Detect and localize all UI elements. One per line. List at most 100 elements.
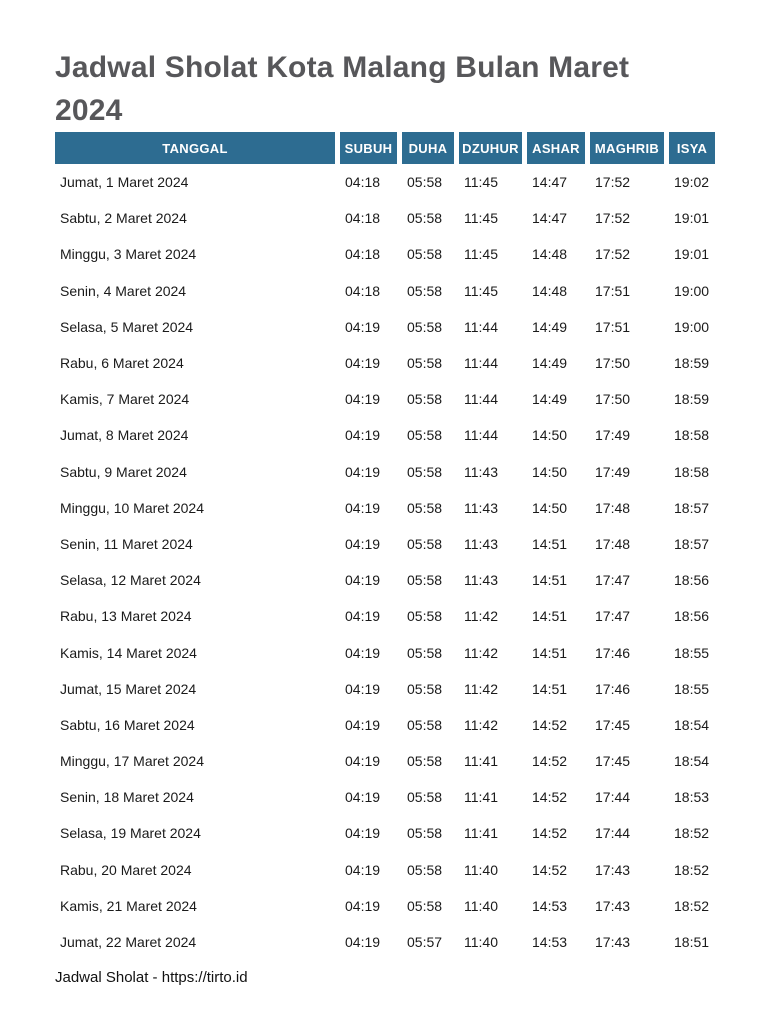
time-cell: 11:45 — [464, 246, 498, 263]
time-cell: 11:42 — [464, 608, 498, 625]
time-cell: 11:42 — [464, 680, 498, 697]
time-cell: 14:52 — [532, 789, 568, 806]
time-cell: 05:58 — [407, 535, 443, 552]
time-cell: 05:58 — [407, 210, 443, 227]
time-cell: 17:51 — [595, 282, 631, 299]
date-cell: Selasa, 5 Maret 2024 — [60, 318, 194, 335]
time-cell: 14:47 — [532, 174, 568, 191]
table-row: Sabtu, 9 Maret 2024 04:19 05:58 11:43 14:50 1… — [55, 454, 715, 490]
time-cell: 14:49 — [532, 318, 568, 335]
time-cell: 11:40 — [464, 934, 498, 951]
time-cell: 11:44 — [464, 318, 498, 335]
date-cell: Minggu, 10 Maret 2024 — [60, 499, 204, 516]
time-cell: 11:43 — [464, 499, 498, 516]
table-row: Selasa, 5 Maret 2024 04:19 05:58 11:44 14:49… — [55, 309, 715, 345]
date-cell: Jumat, 8 Maret 2024 — [60, 427, 189, 444]
time-cell: 05:58 — [407, 897, 443, 914]
time-cell: 18:52 — [674, 861, 710, 878]
table-row: Senin, 4 Maret 2024 04:18 05:58 11:45 14:48 1… — [55, 273, 715, 309]
time-cell: 18:58 — [674, 427, 710, 444]
date-cell: Selasa, 19 Maret 2024 — [60, 825, 201, 842]
time-cell: 18:55 — [674, 680, 710, 697]
time-cell: 04:19 — [345, 680, 381, 697]
time-cell: 17:45 — [595, 716, 631, 733]
time-cell: 17:47 — [595, 608, 631, 625]
date-cell: Sabtu, 16 Maret 2024 — [60, 716, 195, 733]
time-cell: 05:58 — [407, 246, 443, 263]
page-title: Jadwal Sholat Kota Malang Bulan Maret 20… — [55, 46, 715, 132]
time-cell: 19:00 — [674, 282, 710, 299]
time-cell: 05:58 — [407, 753, 443, 770]
table-row: Kamis, 21 Maret 2024 04:19 05:58 11:40 14:53… — [55, 888, 715, 924]
table-row: Jumat, 22 Maret 2024 04:19 05:57 11:40 14:53… — [55, 924, 715, 960]
page-title-line-1: Jadwal Sholat Kota Malang Bulan Maret — [55, 51, 630, 84]
date-cell: Minggu, 17 Maret 2024 — [60, 753, 204, 770]
date-cell: Kamis, 7 Maret 2024 — [60, 391, 190, 408]
time-cell: 14:52 — [532, 861, 568, 878]
time-cell: 05:58 — [407, 644, 443, 661]
time-cell: 19:01 — [674, 210, 710, 227]
time-cell: 17:50 — [595, 355, 631, 372]
time-cell: 17:52 — [595, 174, 631, 191]
time-cell: 05:58 — [407, 355, 443, 372]
time-cell: 04:19 — [345, 318, 381, 335]
time-cell: 04:19 — [345, 427, 381, 444]
time-cell: 04:19 — [345, 355, 381, 372]
table-row: Selasa, 19 Maret 2024 04:19 05:58 11:41 14:5… — [55, 815, 715, 851]
table-row: Senin, 18 Maret 2024 04:19 05:58 11:41 14:52… — [55, 779, 715, 815]
time-cell: 05:57 — [407, 934, 443, 951]
column-header-isya: ISYA — [669, 132, 715, 164]
time-cell: 05:58 — [407, 861, 443, 878]
time-cell: 14:51 — [532, 535, 568, 552]
time-cell: 11:42 — [464, 716, 498, 733]
date-cell: Sabtu, 2 Maret 2024 — [60, 210, 187, 227]
time-cell: 17:49 — [595, 463, 631, 480]
time-cell: 17:44 — [595, 825, 631, 842]
time-cell: 14:51 — [532, 608, 568, 625]
time-cell: 18:59 — [674, 355, 710, 372]
time-cell: 04:19 — [345, 644, 381, 661]
table-body: Jumat, 1 Maret 2024 04:18 05:58 11:45 14:47 1… — [55, 164, 715, 960]
time-cell: 11:43 — [464, 463, 498, 480]
time-cell: 14:53 — [532, 934, 568, 951]
time-cell: 05:58 — [407, 391, 443, 408]
time-cell: 04:19 — [345, 499, 381, 516]
time-cell: 11:45 — [464, 210, 498, 227]
time-cell: 11:45 — [464, 174, 498, 191]
time-cell: 14:52 — [532, 716, 568, 733]
table-header-row: TANGGAL SUBUH DUHA DZUHUR ASHAR MAGHRIB ISYA — [55, 132, 715, 164]
time-cell: 18:56 — [674, 572, 710, 589]
time-cell: 05:58 — [407, 716, 443, 733]
time-cell: 04:19 — [345, 753, 381, 770]
time-cell: 17:46 — [595, 644, 631, 661]
time-cell: 18:53 — [674, 789, 710, 806]
time-cell: 17:44 — [595, 789, 631, 806]
table-row: Jumat, 1 Maret 2024 04:18 05:58 11:45 14:47 1… — [55, 164, 715, 200]
table-row: Jumat, 8 Maret 2024 04:19 05:58 11:44 14:50 1… — [55, 417, 715, 453]
date-cell: Jumat, 15 Maret 2024 — [60, 680, 197, 697]
time-cell: 11:41 — [464, 789, 498, 806]
time-cell: 14:50 — [532, 463, 568, 480]
date-cell: Rabu, 13 Maret 2024 — [60, 608, 192, 625]
time-cell: 17:43 — [595, 897, 631, 914]
column-header-dzuhur: DZUHUR — [459, 132, 522, 164]
time-cell: 05:58 — [407, 427, 443, 444]
time-cell: 14:52 — [532, 753, 568, 770]
time-cell: 04:19 — [345, 861, 381, 878]
time-cell: 05:58 — [407, 789, 443, 806]
time-cell: 04:19 — [345, 934, 381, 951]
time-cell: 04:18 — [345, 174, 381, 191]
table-row: Minggu, 10 Maret 2024 04:19 05:58 11:43 14:5… — [55, 490, 715, 526]
date-cell: Jumat, 22 Maret 2024 — [60, 934, 197, 951]
date-cell: Senin, 18 Maret 2024 — [60, 789, 194, 806]
time-cell: 05:58 — [407, 174, 443, 191]
table-row: Selasa, 12 Maret 2024 04:19 05:58 11:43 14:5… — [55, 562, 715, 598]
time-cell: 17:48 — [595, 535, 631, 552]
date-cell: Kamis, 21 Maret 2024 — [60, 897, 197, 914]
time-cell: 18:58 — [674, 463, 710, 480]
time-cell: 17:51 — [595, 318, 631, 335]
table-row: Kamis, 14 Maret 2024 04:19 05:58 11:42 14:51… — [55, 634, 715, 670]
date-cell: Kamis, 14 Maret 2024 — [60, 644, 197, 661]
time-cell: 19:01 — [674, 246, 710, 263]
